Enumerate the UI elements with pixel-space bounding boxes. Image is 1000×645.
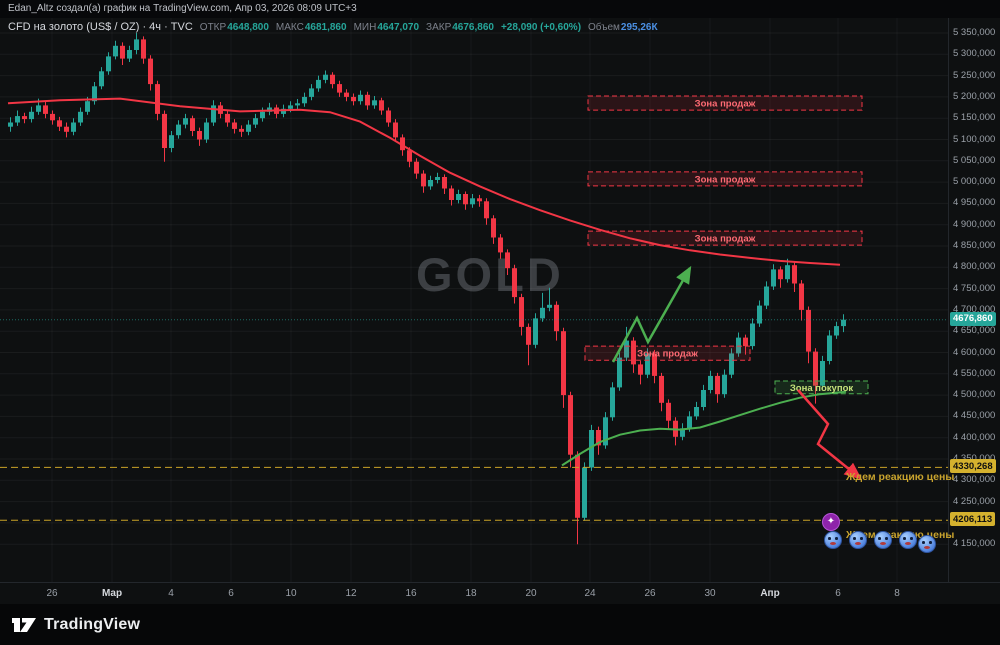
time-axis-label[interactable]: 6: [228, 588, 234, 599]
time-axis[interactable]: 26 Мар 4 6 10 12 16 18 20 24 26 30 Апр 6 8: [0, 582, 1000, 605]
close-value: 4676,860: [452, 21, 494, 33]
price-axis-label[interactable]: 4 400,000: [953, 431, 996, 443]
price-axis-label[interactable]: 4 250,000: [953, 495, 996, 507]
sell-zone[interactable]: [584, 345, 751, 361]
time-axis-label[interactable]: 10: [285, 588, 297, 599]
price-axis-label[interactable]: 4 350,000: [953, 453, 995, 464]
bottom-bar: TradingView: [0, 604, 1000, 645]
symbol-title[interactable]: CFD на золото (US$ / OZ) · 4ч · TVC: [8, 21, 193, 33]
price-axis-label[interactable]: 4 500,000: [953, 389, 996, 401]
time-axis-label[interactable]: 4: [168, 588, 174, 599]
zone-label: Зона продаж: [695, 234, 756, 245]
sell-zone[interactable]: [587, 230, 863, 246]
time-axis-label[interactable]: 26: [644, 588, 656, 599]
time-axis-label[interactable]: 24: [584, 588, 596, 599]
volume-label: Объем: [588, 21, 620, 33]
sell-zone[interactable]: [587, 95, 863, 111]
ohlc-open: ОТКР 4648,800: [200, 22, 269, 33]
price-axis-label[interactable]: 5 000,000: [953, 176, 996, 188]
price-axis-label[interactable]: 4 300,000: [953, 474, 996, 486]
attribution-text: Edan_Altz создал(а) график на TradingVie…: [8, 3, 357, 14]
price-axis-label[interactable]: 5 350,000: [953, 27, 996, 38]
zone-label: Зона продаж: [637, 349, 698, 360]
price-axis-label[interactable]: 5 200,000: [953, 90, 996, 102]
high-value: 4681,860: [304, 21, 347, 33]
price-axis-label[interactable]: 5 150,000: [953, 112, 996, 124]
grid: [0, 32, 948, 545]
down-red-arrow[interactable]: [797, 389, 862, 480]
price-axis-label[interactable]: 4 750,000: [953, 282, 996, 294]
open-value: 4648,800: [227, 21, 269, 33]
price-axis-label[interactable]: 5 250,000: [953, 69, 996, 81]
price-axis-label[interactable]: 5 100,000: [953, 133, 996, 145]
low-value: 4647,070: [377, 21, 420, 33]
level-price-label: 4330,268: [950, 459, 996, 474]
attribution-bar: Edan_Altz создал(а) график на TradingVie…: [0, 0, 1000, 18]
open-label: ОТКР: [199, 21, 227, 33]
price-axis-label[interactable]: 4 550,000: [953, 367, 996, 379]
symbol-watermark: GOLD: [416, 248, 564, 301]
up-green-arrow[interactable]: [611, 265, 692, 363]
level-price-label: 4206,113: [950, 512, 996, 527]
ohlc-high: МАКС 4681,860: [276, 22, 347, 33]
price-axis-label[interactable]: 4 650,000: [953, 325, 996, 337]
volume-value: 295,26К: [620, 21, 658, 33]
price-axis-label[interactable]: 4 900,000: [953, 218, 996, 230]
time-axis-label[interactable]: 12: [345, 588, 357, 599]
chart-plot-area[interactable]: Зона продаж Зона продаж Зона продаж Зона пр…: [0, 0, 948, 582]
time-axis-label[interactable]: 8: [894, 588, 900, 599]
volume-field: Объем 295,26К: [588, 22, 658, 33]
price-axis-label[interactable]: 4 700,000: [953, 303, 996, 315]
ohlc-close: ЗАКР 4676,860: [426, 22, 494, 33]
time-axis-label[interactable]: 18: [465, 588, 477, 599]
price-axis-label[interactable]: 4 850,000: [953, 240, 996, 251]
low-label: МИН: [353, 21, 377, 33]
price-axis-label[interactable]: 5 300,000: [953, 48, 996, 60]
price-axis-label[interactable]: 5 050,000: [953, 154, 996, 166]
time-axis-label[interactable]: 6: [835, 588, 841, 599]
symbol-info-bar: CFD на золото (US$ / OZ) · 4ч · TVC ОТКР…: [8, 21, 658, 33]
high-label: МАКС: [275, 21, 304, 33]
ohlc-low: МИН 4647,070: [354, 22, 419, 33]
time-axis-label[interactable]: 30: [704, 588, 716, 599]
tradingview-logo-icon[interactable]: [12, 616, 36, 634]
close-label: ЗАКР: [426, 21, 452, 33]
price-axis-label[interactable]: 4 600,000: [953, 346, 996, 358]
zone-label: Зона продаж: [695, 99, 756, 110]
green-moving-average[interactable]: [561, 390, 847, 467]
time-axis-label[interactable]: Апр: [760, 588, 780, 599]
price-axis-label[interactable]: 4 800,000: [953, 261, 996, 273]
last-price-badge: 4676,860: [950, 311, 996, 326]
price-axis-label[interactable]: 4 950,000: [953, 197, 996, 209]
zone-label: Зона продаж: [695, 174, 756, 185]
red-moving-average[interactable]: [7, 97, 841, 266]
zone-label: Зона покупок: [790, 383, 854, 394]
sell-zone[interactable]: [587, 171, 863, 187]
time-axis-label[interactable]: Мар: [101, 588, 123, 599]
price-axis-label[interactable]: 4 450,000: [953, 410, 996, 422]
time-axis-label[interactable]: 16: [405, 588, 417, 599]
time-axis-label[interactable]: 26: [46, 588, 58, 599]
price-axis-label[interactable]: 4 150,000: [953, 538, 996, 550]
tradingview-logo-text[interactable]: TradingView: [44, 615, 141, 633]
time-axis-label[interactable]: 20: [525, 588, 537, 599]
price-change: +28,090 (+0,60%): [500, 21, 582, 33]
price-axis[interactable]: 5 350,000 5 300,000 5 250,000 5 200,000 5 15…: [948, 0, 1000, 582]
